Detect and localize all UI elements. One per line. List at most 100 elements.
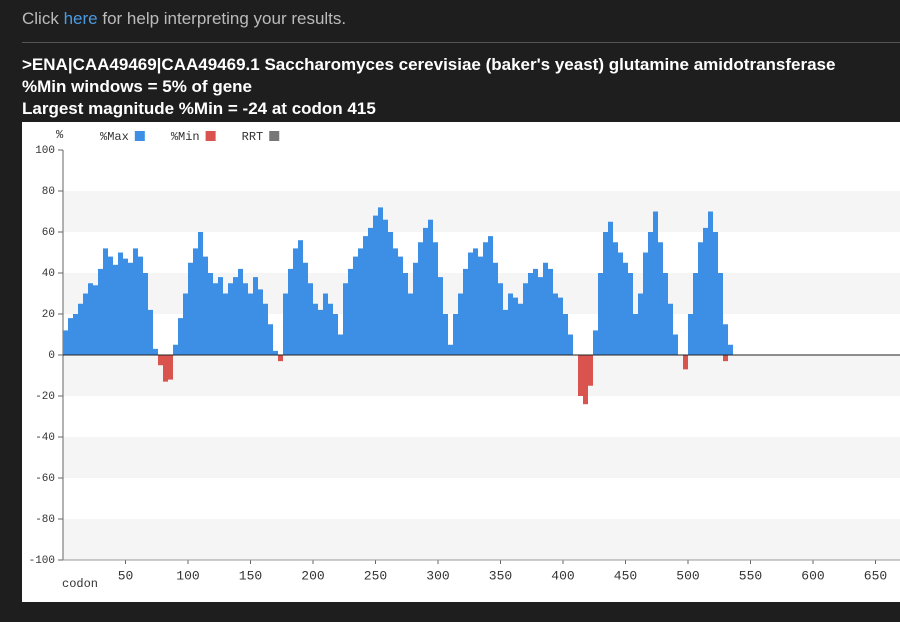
bar bbox=[283, 293, 288, 355]
bar bbox=[423, 227, 428, 355]
bar bbox=[613, 242, 618, 355]
y-tick-label: 60 bbox=[42, 227, 55, 239]
bar bbox=[583, 355, 588, 405]
bar bbox=[723, 324, 728, 355]
bar bbox=[338, 334, 343, 355]
bar bbox=[308, 283, 313, 355]
bar bbox=[293, 248, 298, 355]
bar bbox=[208, 273, 213, 355]
bar bbox=[398, 256, 403, 355]
legend-label: %Max bbox=[100, 130, 129, 144]
bar bbox=[178, 318, 183, 355]
bar bbox=[648, 232, 653, 355]
bar bbox=[313, 303, 318, 355]
bar bbox=[328, 303, 333, 355]
bar bbox=[163, 355, 168, 382]
help-text: Click bbox=[22, 9, 59, 28]
bar bbox=[623, 262, 628, 355]
x-tick-label: 350 bbox=[489, 568, 512, 583]
bar bbox=[173, 344, 178, 355]
bar bbox=[653, 211, 658, 355]
bar bbox=[68, 318, 73, 355]
bar bbox=[618, 252, 623, 355]
bar bbox=[713, 232, 718, 355]
x-tick-label: 200 bbox=[301, 568, 324, 583]
band bbox=[63, 191, 900, 232]
y-axis-label: % bbox=[56, 128, 64, 142]
bar bbox=[668, 303, 673, 355]
help-link[interactable]: here bbox=[63, 9, 98, 28]
largest-info: Largest magnitude %Min = -24 at codon 41… bbox=[22, 99, 376, 118]
bar bbox=[698, 242, 703, 355]
bar bbox=[243, 283, 248, 355]
y-tick-label: -100 bbox=[29, 555, 55, 567]
windows-info: %Min windows = 5% of gene bbox=[22, 77, 252, 96]
bar bbox=[598, 273, 603, 355]
band bbox=[63, 355, 900, 396]
bar bbox=[453, 314, 458, 355]
bar bbox=[333, 314, 338, 355]
bar bbox=[393, 248, 398, 355]
bar bbox=[593, 330, 598, 355]
bar bbox=[108, 256, 113, 355]
y-tick-label: 100 bbox=[35, 145, 55, 157]
bar bbox=[518, 303, 523, 355]
bar bbox=[638, 293, 643, 355]
bar bbox=[358, 248, 363, 355]
y-tick-label: -80 bbox=[35, 514, 55, 526]
bar bbox=[183, 293, 188, 355]
bar bbox=[603, 232, 608, 355]
bar bbox=[123, 258, 128, 355]
bar bbox=[568, 334, 573, 355]
bar bbox=[288, 268, 293, 355]
bar bbox=[478, 256, 483, 355]
bar bbox=[508, 293, 513, 355]
y-tick-label: 20 bbox=[42, 309, 55, 321]
bar bbox=[138, 256, 143, 355]
bar bbox=[688, 314, 693, 355]
bar bbox=[723, 355, 728, 362]
x-tick-label: 100 bbox=[176, 568, 199, 583]
x-tick-label: 600 bbox=[801, 568, 824, 583]
bar bbox=[558, 297, 563, 355]
bar bbox=[118, 252, 123, 355]
bar bbox=[643, 252, 648, 355]
bar bbox=[538, 277, 543, 355]
bar bbox=[363, 236, 368, 355]
help-text: for help interpreting your results. bbox=[102, 9, 347, 28]
bar bbox=[353, 256, 358, 355]
y-tick-label: -60 bbox=[35, 473, 55, 485]
bar bbox=[248, 293, 253, 355]
bar bbox=[528, 273, 533, 355]
bar bbox=[278, 355, 283, 362]
bar bbox=[548, 268, 553, 355]
legend-label: %Min bbox=[171, 130, 200, 144]
divider bbox=[22, 42, 900, 43]
y-tick-label: 0 bbox=[48, 350, 55, 362]
y-tick-label: -20 bbox=[35, 391, 55, 403]
band bbox=[63, 519, 900, 560]
y-tick-label: -40 bbox=[35, 432, 55, 444]
bar bbox=[468, 252, 473, 355]
bar bbox=[473, 248, 478, 355]
band bbox=[63, 437, 900, 478]
y-tick-label: 80 bbox=[42, 186, 55, 198]
bar bbox=[458, 293, 463, 355]
bar bbox=[73, 314, 78, 355]
x-tick-label: 150 bbox=[239, 568, 262, 583]
bar bbox=[428, 219, 433, 355]
bar bbox=[433, 242, 438, 355]
bar bbox=[103, 248, 108, 355]
bar bbox=[63, 330, 68, 355]
bar bbox=[368, 227, 373, 355]
bar bbox=[628, 273, 633, 355]
bar bbox=[588, 355, 593, 386]
bar bbox=[213, 283, 218, 355]
bar bbox=[563, 314, 568, 355]
bar bbox=[728, 344, 733, 355]
bar bbox=[693, 273, 698, 355]
bar bbox=[488, 236, 493, 355]
x-tick-label: 550 bbox=[739, 568, 762, 583]
bar bbox=[498, 283, 503, 355]
bar bbox=[633, 314, 638, 355]
